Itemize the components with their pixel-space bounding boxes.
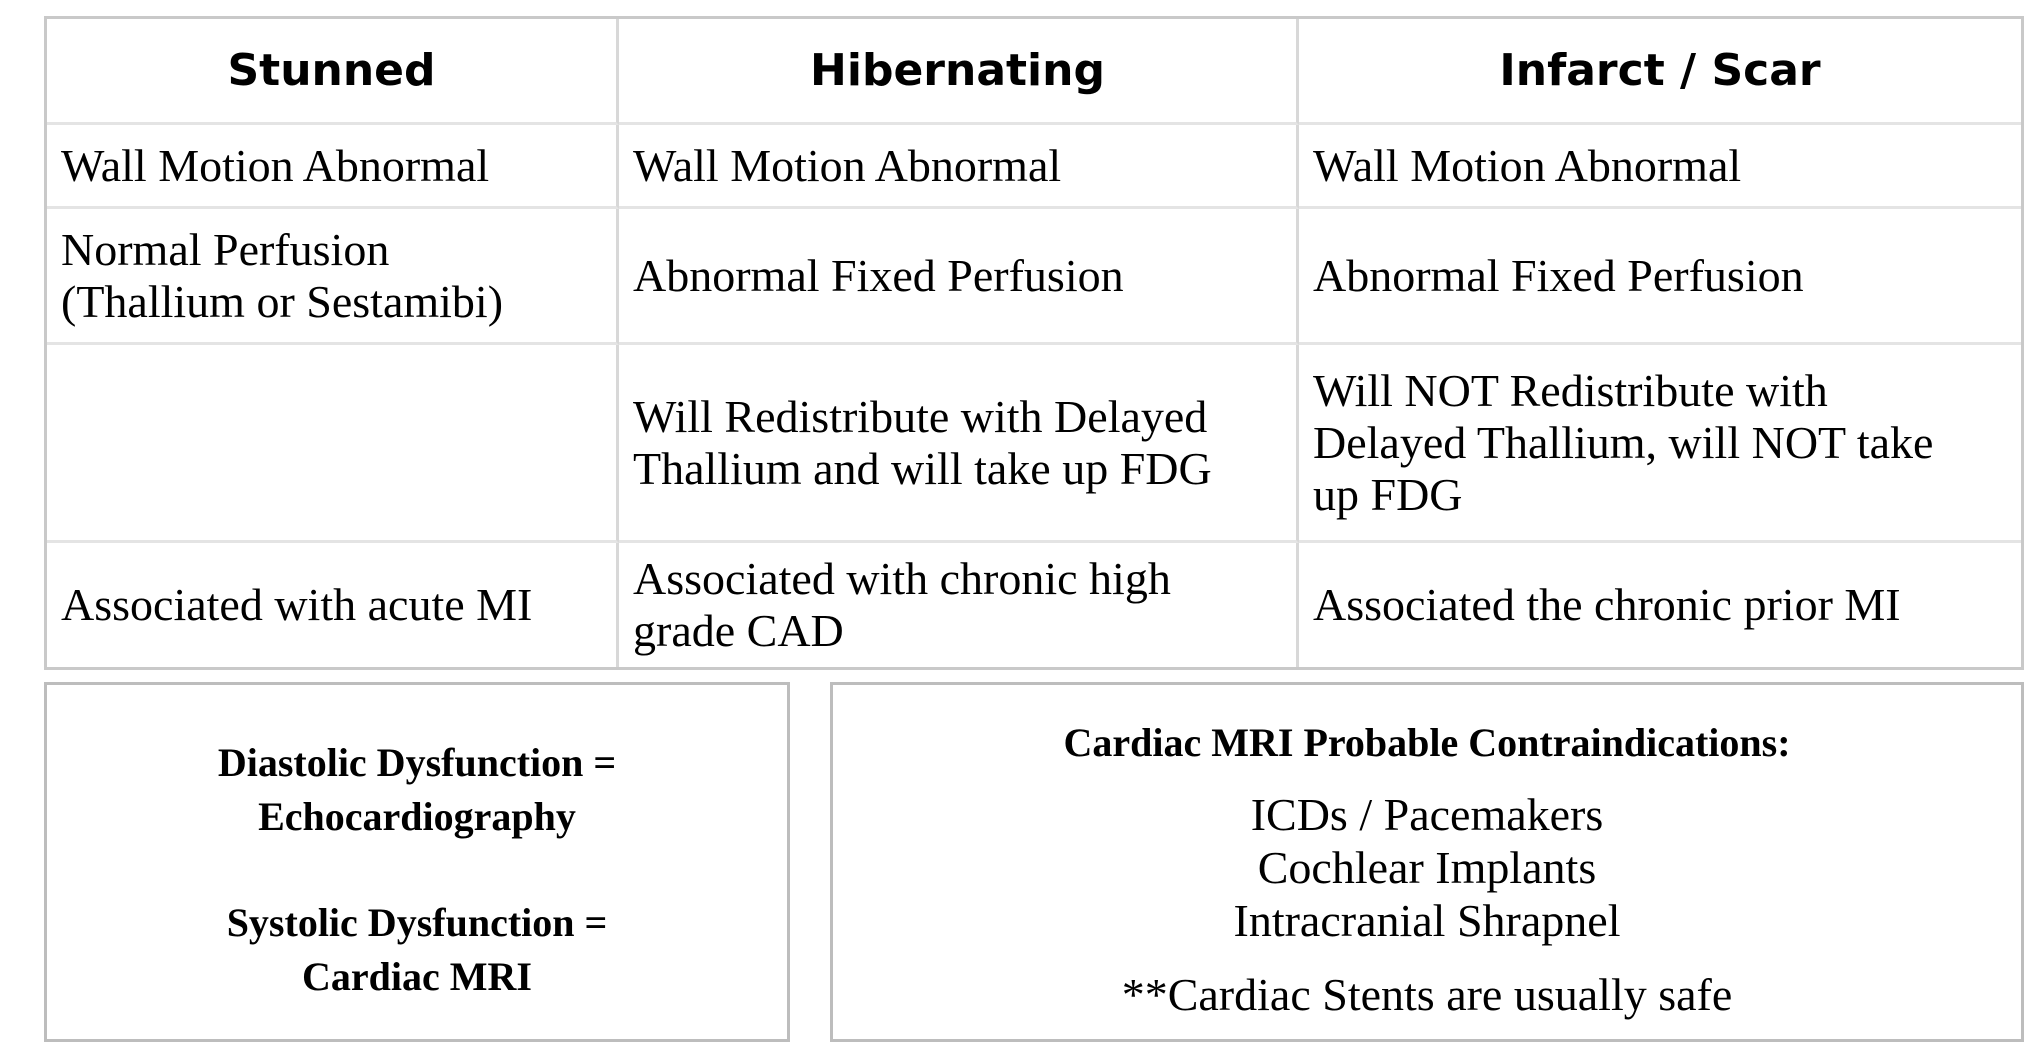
contraindication-item: Cochlear Implants	[1257, 842, 1597, 893]
diastolic-line-2: Echocardiography	[258, 794, 576, 839]
cell-infarct-redistribution: Will NOT Redistribute with Delayed Thall…	[1299, 345, 2021, 543]
cell-line: Associated the chronic prior MI	[1313, 579, 1901, 630]
stents-note: **Cardiac Stents are usually safe	[1121, 969, 1733, 1020]
header-hibernating: Hibernating	[619, 19, 1299, 125]
header-infarct-scar: Infarct / Scar	[1299, 19, 2021, 125]
cell-stunned-wall-motion: Wall Motion Abnormal	[47, 125, 619, 209]
cell-line: (Thallium or Sestamibi)	[61, 275, 504, 327]
cell-line: Will NOT Redistribute with	[1313, 364, 1828, 416]
dysfunction-box: Diastolic Dysfunction = Echocardiography…	[44, 682, 790, 1042]
contraindication-item: ICDs / Pacemakers	[1250, 789, 1604, 840]
diastolic-line-1: Diastolic Dysfunction =	[217, 740, 617, 785]
header-stunned: Stunned	[47, 19, 619, 125]
cell-line: Abnormal Fixed Perfusion	[1313, 249, 1804, 301]
contraindication-item: Intracranial Shrapnel	[1233, 895, 1621, 946]
cell-line: Thallium and will take up FDG	[633, 442, 1212, 494]
cell-stunned-association: Associated with acute MI	[47, 543, 619, 667]
cell-line: Normal Perfusion	[61, 223, 390, 275]
mri-box-title: Cardiac MRI Probable Contraindications:	[1063, 720, 1791, 765]
cell-line: Abnormal Fixed Perfusion	[633, 249, 1124, 301]
cell-infarct-wall-motion: Wall Motion Abnormal	[1299, 125, 2021, 209]
cell-line: Associated with chronic high	[633, 553, 1171, 604]
cell-infarct-perfusion: Abnormal Fixed Perfusion	[1299, 209, 2021, 345]
cell-line: Delayed Thallium, will NOT take	[1313, 416, 1934, 468]
cell-hibernating-redistribution: Will Redistribute with Delayed Thallium …	[619, 345, 1299, 543]
cell-line: Will Redistribute with Delayed	[633, 390, 1208, 442]
comparison-table: Stunned Hibernating Infarct / Scar Wall …	[44, 16, 2024, 670]
cell-line: grade CAD	[633, 605, 844, 656]
cell-infarct-association: Associated the chronic prior MI	[1299, 543, 2021, 667]
cell-stunned-perfusion: Normal Perfusion (Thallium or Sestamibi)	[47, 209, 619, 345]
systolic-line-2: Cardiac MRI	[302, 954, 532, 999]
cell-line: up FDG	[1313, 468, 1463, 520]
cell-hibernating-association: Associated with chronic high grade CAD	[619, 543, 1299, 667]
cell-hibernating-perfusion: Abnormal Fixed Perfusion	[619, 209, 1299, 345]
systolic-line-1: Systolic Dysfunction =	[226, 900, 608, 945]
mri-contraindications-box: Cardiac MRI Probable Contraindications: …	[830, 682, 2024, 1042]
cell-line: Associated with acute MI	[61, 579, 533, 630]
cell-hibernating-wall-motion: Wall Motion Abnormal	[619, 125, 1299, 209]
cell-stunned-redistribution	[47, 345, 619, 543]
